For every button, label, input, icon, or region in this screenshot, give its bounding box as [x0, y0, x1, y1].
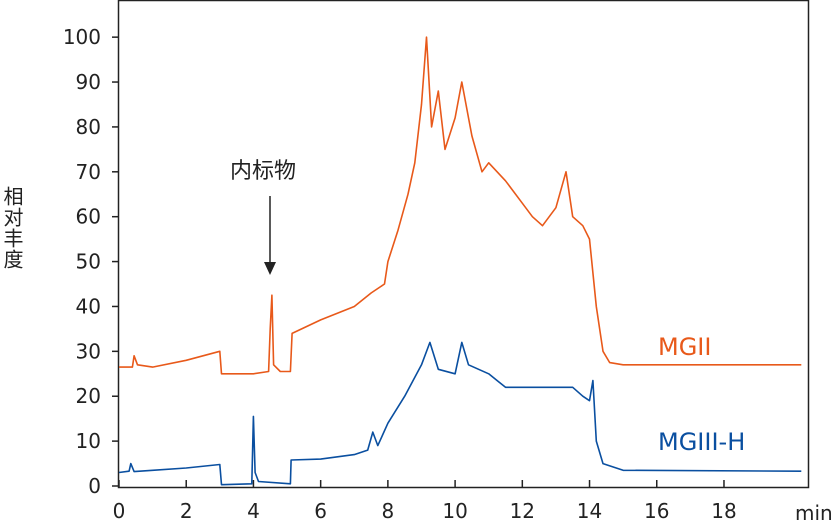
y-tick-label: 20	[76, 384, 101, 408]
x-tick-label: 6	[314, 499, 327, 523]
x-tick-label: 0	[113, 499, 126, 523]
x-tick-label: 18	[711, 499, 736, 523]
y-tick-label: 100	[63, 25, 101, 49]
y-axis-label: 相对丰度	[0, 186, 24, 270]
y-tick-label: 50	[76, 250, 101, 274]
y-tick-label: 90	[76, 70, 101, 94]
y-tick-label: 70	[76, 160, 101, 184]
x-tick-label: 14	[577, 499, 602, 523]
x-tick-label: 2	[180, 499, 193, 523]
y-tick-label: 30	[76, 339, 101, 363]
annotation-arrow	[264, 196, 276, 275]
y-tick-label: 10	[76, 429, 101, 453]
x-tick-label: 4	[247, 499, 260, 523]
y-tick-label: 0	[88, 474, 101, 498]
x-tick-label: 16	[644, 499, 669, 523]
legend-mgii: MGII	[658, 333, 711, 361]
legend-mgiii-h: MGIII-H	[658, 428, 745, 456]
y-tick-label: 40	[76, 294, 101, 318]
x-tick-label: 10	[442, 499, 467, 523]
plot-frame	[117, 0, 810, 489]
annotation-label: 内标物	[230, 159, 296, 184]
series-line-mgii	[119, 36, 802, 375]
x-tick-label: 12	[510, 499, 535, 523]
y-tick-label: 80	[76, 115, 101, 139]
series-line-mgiii-h	[118, 341, 802, 486]
y-tick-label: 60	[76, 205, 101, 229]
x-axis-label: min	[795, 501, 833, 524]
x-tick-label: 8	[382, 499, 395, 523]
